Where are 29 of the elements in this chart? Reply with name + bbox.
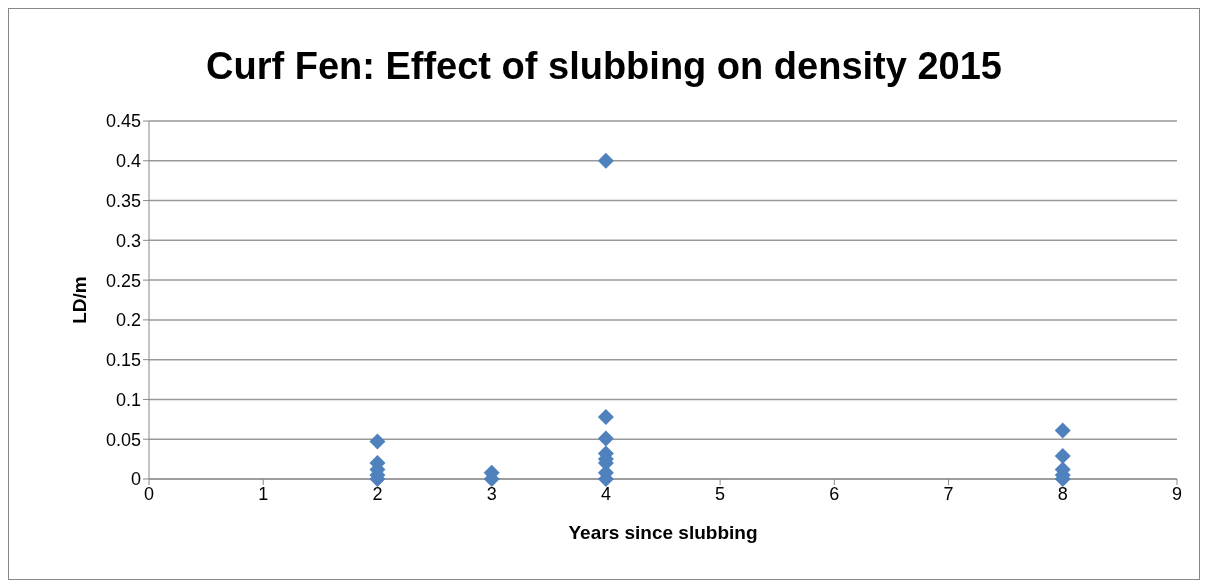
- y-tick-label: 0.4: [115, 151, 141, 172]
- y-tick-label: 0: [130, 469, 141, 490]
- x-axis-title: Years since slubbing: [568, 522, 758, 543]
- x-tick-label: 4: [600, 483, 611, 504]
- x-tick-label: 6: [829, 483, 840, 504]
- y-tick-label: 0.2: [115, 310, 141, 331]
- point: [597, 408, 614, 425]
- y-axis-title: LD/m: [68, 276, 90, 324]
- x-tick-label: 7: [943, 483, 954, 504]
- point: [597, 430, 614, 447]
- y-tick-label: 0.1: [115, 389, 141, 410]
- x-tick-label: 1: [258, 483, 269, 504]
- x-tick-label: 9: [1171, 483, 1183, 504]
- y-tick-label: 0.05: [105, 429, 141, 450]
- y-tick-label: 0.3: [115, 230, 141, 251]
- y-tick-label: 0.45: [105, 111, 141, 132]
- x-tick-label: 5: [715, 483, 726, 504]
- x-tick-label: 3: [486, 483, 497, 504]
- x-tick-label: 8: [1057, 483, 1068, 504]
- chart-title: Curf Fen: Effect of slubbing on density 2015: [205, 45, 1003, 88]
- x-tick-label: 0: [143, 483, 155, 504]
- y-tick-label: 0.35: [105, 190, 141, 211]
- point: [1054, 447, 1071, 464]
- x-tick-label: 2: [372, 483, 383, 504]
- point: [369, 433, 386, 450]
- y-tick-label: 0.25: [105, 270, 141, 291]
- point: [597, 152, 614, 169]
- y-tick-label: 0.15: [105, 350, 141, 371]
- point: [1054, 422, 1071, 439]
